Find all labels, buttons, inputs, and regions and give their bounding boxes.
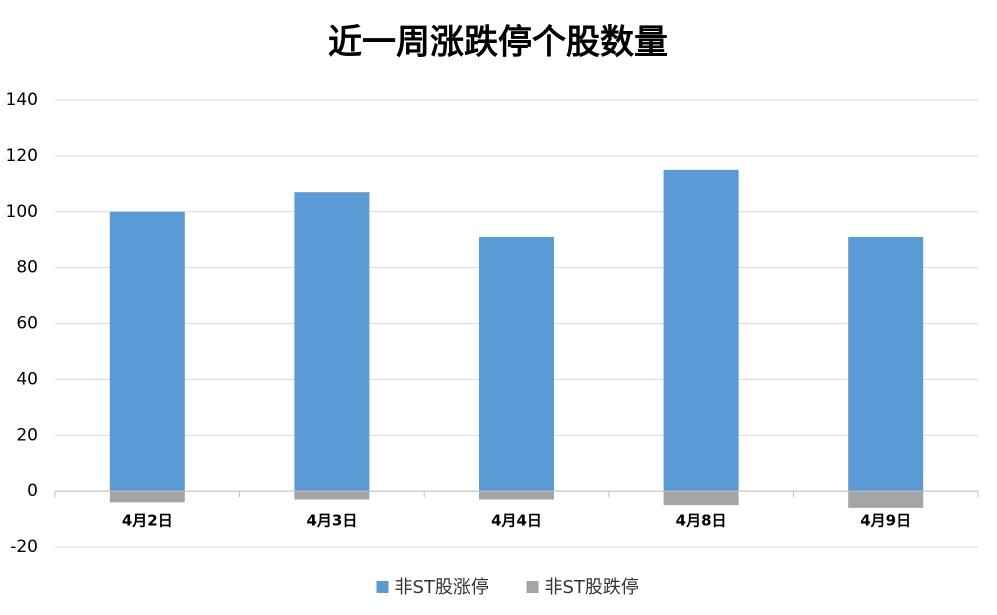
x-tick-label: 4月8日	[676, 512, 727, 530]
y-tick-label: 120	[6, 146, 38, 166]
bar	[663, 169, 739, 492]
bar	[479, 236, 554, 492]
x-tick-label: 4月2日	[122, 512, 173, 530]
y-tick-label: 20	[16, 425, 38, 445]
bar	[109, 211, 185, 492]
y-tick-label: 0	[27, 481, 38, 501]
chart-title: 近一周涨跌停个股数量	[328, 23, 668, 63]
bar	[294, 192, 370, 492]
bar	[663, 491, 739, 506]
y-tick-label: 80	[16, 258, 38, 278]
y-tick-label: -20	[10, 537, 38, 557]
legend-label: 非ST股跌停	[545, 577, 639, 598]
bar	[109, 491, 185, 503]
x-tick-label: 4月4日	[491, 512, 542, 530]
bar	[848, 236, 924, 492]
y-tick-label: 60	[16, 314, 38, 334]
bar	[294, 491, 370, 500]
bar	[479, 491, 554, 500]
bar	[848, 491, 924, 508]
x-tick-label: 4月3日	[306, 512, 357, 530]
legend-swatch	[376, 581, 389, 593]
legend-swatch	[526, 581, 539, 593]
y-tick-label: 140	[6, 90, 38, 110]
y-tick-label: 100	[6, 202, 38, 222]
y-tick-label: 40	[16, 369, 38, 389]
legend-label: 非ST股涨停	[395, 577, 489, 598]
x-tick-label: 4月9日	[860, 512, 911, 530]
